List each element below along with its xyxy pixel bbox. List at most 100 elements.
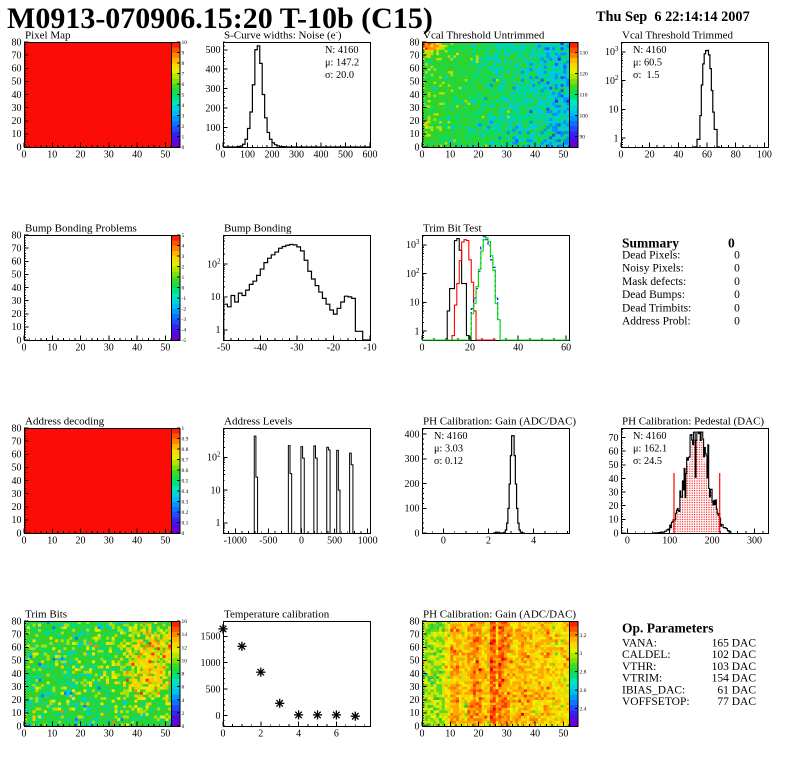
- svg-text:μ: 162.1: μ: 162.1: [633, 444, 667, 455]
- svg-text:2: 2: [258, 729, 263, 740]
- svg-text:30: 30: [502, 150, 512, 161]
- svg-text:2.4: 2.4: [580, 707, 587, 713]
- svg-text:0: 0: [22, 343, 27, 354]
- svg-text:2.8: 2.8: [580, 670, 587, 676]
- svg-text:0.5: 0.5: [182, 479, 189, 485]
- svg-text:2: 2: [486, 536, 491, 547]
- svg-text:30: 30: [410, 682, 420, 693]
- svg-text:10: 10: [445, 729, 455, 740]
- svg-text:120: 120: [580, 72, 589, 78]
- svg-text:PH Calibration: Pedestal (DAC): PH Calibration: Pedestal (DAC): [622, 416, 764, 428]
- svg-text:110: 110: [580, 93, 588, 99]
- svg-text:70: 70: [12, 50, 22, 61]
- svg-text:80: 80: [12, 230, 22, 241]
- svg-text:VTHR:: VTHR:: [622, 661, 657, 673]
- svg-text:0: 0: [221, 150, 226, 161]
- svg-text:1000: 1000: [358, 536, 378, 547]
- svg-text:40: 40: [513, 343, 523, 354]
- svg-text:80: 80: [12, 616, 22, 627]
- svg-text:1500: 1500: [201, 632, 221, 643]
- svg-text:0: 0: [17, 335, 22, 346]
- svg-text:20: 20: [410, 695, 420, 706]
- svg-text:40: 40: [410, 669, 420, 680]
- svg-text:70: 70: [12, 629, 22, 640]
- svg-text:77 DAC: 77 DAC: [717, 696, 756, 708]
- svg-text:IBIAS_DAC:: IBIAS_DAC:: [622, 684, 685, 696]
- svg-text:VTRIM:: VTRIM:: [622, 673, 662, 685]
- svg-text:10: 10: [12, 322, 22, 333]
- svg-text:40: 40: [132, 729, 142, 740]
- svg-text:10: 10: [47, 343, 57, 354]
- svg-text:16: 16: [182, 619, 188, 625]
- svg-text:0: 0: [216, 711, 221, 722]
- svg-text:50: 50: [160, 536, 170, 547]
- svg-text:0: 0: [420, 150, 425, 161]
- svg-text:165 DAC: 165 DAC: [712, 638, 757, 650]
- svg-text:200: 200: [265, 150, 280, 161]
- svg-text:1: 1: [216, 325, 221, 336]
- svg-text:30: 30: [12, 682, 22, 693]
- svg-text:60: 60: [609, 446, 619, 457]
- svg-text:50: 50: [160, 729, 170, 740]
- svg-text:102: 102: [406, 267, 420, 280]
- svg-text:60: 60: [410, 64, 420, 75]
- svg-text:Dead Pixels:: Dead Pixels:: [622, 250, 680, 262]
- svg-text:20: 20: [609, 501, 619, 512]
- svg-text:40: 40: [12, 283, 22, 294]
- svg-text:60: 60: [561, 343, 571, 354]
- svg-text:VANA:: VANA:: [622, 638, 657, 650]
- svg-text:0: 0: [415, 528, 420, 539]
- svg-text:600: 600: [363, 150, 378, 161]
- svg-text:4: 4: [531, 536, 536, 547]
- svg-text:N: 4160: N: 4160: [434, 431, 467, 442]
- svg-text:-20: -20: [327, 343, 340, 354]
- svg-text:10: 10: [12, 515, 22, 526]
- svg-text:70: 70: [12, 436, 22, 447]
- svg-text:10: 10: [12, 129, 22, 140]
- svg-text:80: 80: [12, 37, 22, 48]
- svg-text:Trim Bits: Trim Bits: [25, 609, 67, 621]
- svg-text:500: 500: [206, 684, 221, 695]
- svg-text:100: 100: [405, 504, 420, 515]
- svg-text:6: 6: [182, 685, 185, 691]
- svg-text:10: 10: [410, 298, 420, 309]
- svg-text:300: 300: [206, 84, 221, 95]
- svg-text:20: 20: [645, 150, 655, 161]
- svg-text:μ: 60.5: μ: 60.5: [633, 58, 662, 69]
- svg-text:60: 60: [12, 450, 22, 461]
- svg-text:100: 100: [757, 150, 772, 161]
- svg-text:Summary: Summary: [622, 236, 679, 251]
- svg-text:300: 300: [405, 454, 420, 465]
- svg-text:Dead Bumps:: Dead Bumps:: [622, 289, 685, 301]
- svg-text:100: 100: [662, 536, 677, 547]
- svg-text:Bump Bonding Problems: Bump Bonding Problems: [25, 223, 137, 235]
- svg-text:30: 30: [12, 489, 22, 500]
- svg-text:50: 50: [12, 270, 22, 281]
- svg-text:50: 50: [410, 656, 420, 667]
- svg-text:μ: 147.2: μ: 147.2: [325, 58, 359, 69]
- svg-text:2.6: 2.6: [580, 688, 587, 694]
- svg-text:40: 40: [673, 150, 683, 161]
- svg-text:10: 10: [47, 150, 57, 161]
- svg-text:N: 4160: N: 4160: [325, 45, 358, 56]
- svg-text:Dead Trimbits:: Dead Trimbits:: [622, 302, 691, 314]
- svg-text:102 DAC: 102 DAC: [712, 649, 757, 661]
- svg-text:90: 90: [580, 135, 586, 141]
- svg-text:0: 0: [420, 343, 425, 354]
- svg-text:14: 14: [182, 632, 188, 638]
- svg-text:70: 70: [410, 50, 420, 61]
- svg-text:40: 40: [12, 476, 22, 487]
- svg-text:50: 50: [160, 150, 170, 161]
- svg-text:0: 0: [17, 721, 22, 732]
- svg-text:100: 100: [206, 123, 221, 134]
- svg-text:60: 60: [12, 64, 22, 75]
- svg-text:60: 60: [410, 643, 420, 654]
- svg-text:0: 0: [614, 528, 619, 539]
- svg-text:σ: 1.5: σ: 1.5: [633, 70, 659, 81]
- svg-text:S-Curve widths: Noise (e-): S-Curve widths: Noise (e-): [224, 29, 342, 42]
- svg-text:0.8: 0.8: [182, 447, 189, 453]
- svg-text:50: 50: [558, 729, 568, 740]
- svg-text:0: 0: [182, 724, 185, 730]
- svg-text:40: 40: [132, 343, 142, 354]
- svg-text:400: 400: [314, 150, 329, 161]
